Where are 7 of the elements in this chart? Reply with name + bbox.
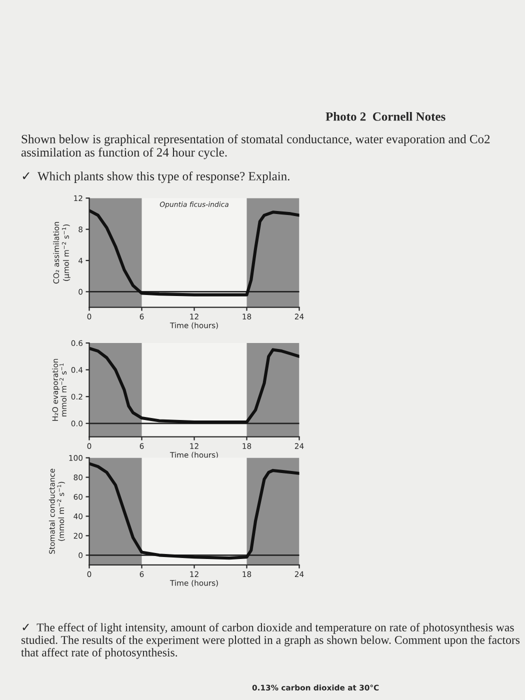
text: Photo 2 Cornell Notes — [326, 112, 446, 121]
text: ✓ The effect of light intensity, amount of carbon dioxide and temperature on rate of photosynthesis was studied. The results of the experiment were plotted in a graph as shown below. Comment upon the factors that affect rate of photosynthesis. — [21, 623, 520, 659]
text: ✓ Which plants show this type of response? Explain. — [22, 172, 290, 183]
text: Shown below is graphical representation of stomatal conductance, water evaporation and Co2 assimilation as function of 24 hour cycle. — [21, 134, 490, 160]
line-series — [89, 462, 300, 560]
line-series — [89, 346, 300, 424]
line-series — [89, 209, 300, 296]
